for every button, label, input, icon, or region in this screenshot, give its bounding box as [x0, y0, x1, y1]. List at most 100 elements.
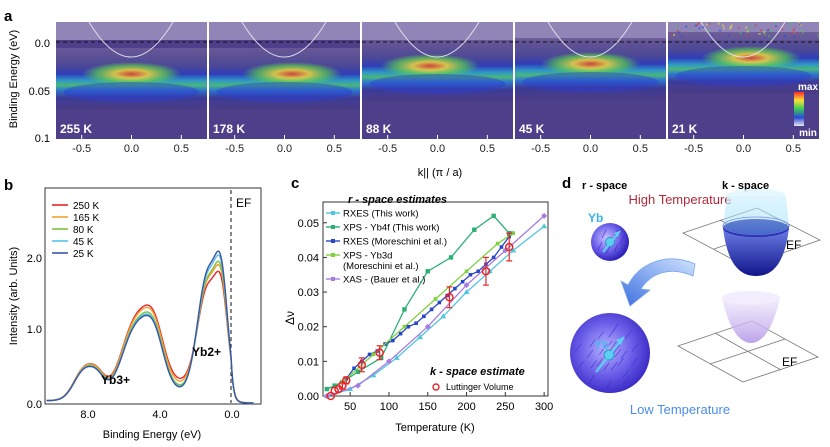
data-point: [434, 297, 438, 301]
data-point: [496, 242, 500, 246]
temperature-label: 88 K: [366, 122, 392, 136]
ef-label-low: EF: [782, 355, 797, 369]
temperature-label: 255 K: [60, 122, 92, 136]
data-point: [541, 223, 547, 228]
panel-a-ylabel: Binding Energy (eV): [8, 30, 20, 128]
xtick-label: -0.5: [684, 143, 703, 155]
ef-label-high: EF: [786, 238, 801, 252]
data-point: [469, 273, 473, 277]
data-point: [372, 353, 376, 357]
legend-label: RXES (This work): [343, 209, 418, 220]
panel-d-letter: d: [562, 175, 571, 192]
yb-sphere-high-temp: Yb: [588, 211, 629, 261]
ytick-label: 0.00: [298, 391, 319, 403]
data-point: [343, 377, 350, 384]
low-temp-label: Low Temperature: [630, 402, 730, 417]
yb-label-low: Yb: [594, 338, 609, 352]
ytick-label: 0.1: [35, 133, 50, 145]
xtick-label: 300: [535, 401, 553, 413]
data-point: [352, 366, 356, 370]
xtick-label: -0.5: [225, 143, 244, 155]
data-point: [358, 361, 365, 368]
data-point: [399, 332, 403, 336]
panel-a-letter: a: [4, 8, 13, 25]
panel-c-letter: c: [291, 175, 299, 192]
yb-label-high: Yb: [588, 211, 603, 225]
xtick-label: 0.0: [277, 143, 292, 155]
data-point: [446, 294, 453, 301]
legend-label: 165 K: [73, 213, 99, 224]
panel-c: c Δν 50 100 150 200 250 300 0.00 0.01 0.02 0.03 0.…: [283, 175, 553, 434]
legend-label: XPS - Yb3d: [343, 251, 392, 262]
legend-label: 250 K: [73, 201, 99, 212]
xtick-label: 4.0: [152, 409, 167, 421]
xtick-label: 0.0: [430, 143, 445, 155]
legend-label: RXES (Moreschini et al.): [343, 237, 447, 248]
data-point: [325, 387, 329, 391]
data-point: [472, 228, 476, 232]
data-point: [492, 256, 496, 260]
colorbar-min: min: [799, 128, 817, 139]
temperature-label: 178 K: [213, 122, 245, 136]
xtick-label: 0.5: [327, 143, 342, 155]
xtick-label: 50: [344, 401, 356, 413]
panel-a-yticks: 0.0 0.05 0.1: [29, 38, 50, 145]
yb-sphere-low-temp: Yb: [570, 313, 650, 393]
xtick-label: 0.5: [174, 143, 189, 155]
data-point: [422, 315, 426, 319]
data-point: [403, 325, 407, 329]
panel-b-xlabel: Binding Energy (eV): [103, 429, 201, 441]
colorbar-max: max: [798, 82, 818, 93]
arpes-map: 255 K: [56, 22, 207, 139]
k-space-low-temp: EF: [678, 291, 818, 382]
panel-a-xlabel: k|| (π / a): [418, 167, 462, 179]
legend-label: XAS - (Bauer et al.): [343, 275, 425, 286]
arpes-map: 45 K: [515, 22, 666, 139]
ef-label: EF: [236, 196, 251, 210]
data-point: [491, 214, 495, 218]
data-point: [402, 307, 406, 311]
arpes-map: 178 K: [209, 22, 360, 139]
luttinger-legend-marker: [433, 384, 439, 390]
panel-b-ylabel: Intensity (arb. Units): [8, 247, 20, 345]
panel-b: b Intensity (arb. Units) 0.0 1.0 2.0 8.0…: [4, 177, 261, 441]
data-point: [449, 255, 453, 259]
panel-c-ylabel: Δν: [283, 311, 297, 325]
data-point: [506, 244, 513, 251]
data-point: [368, 353, 372, 357]
data-point: [482, 268, 489, 275]
data-point: [407, 325, 411, 329]
data-point: [391, 339, 395, 343]
data-point: [414, 321, 418, 325]
ytick-label: 0.0: [27, 399, 42, 411]
data-point: [500, 245, 504, 249]
temperature-label: 45 K: [519, 122, 545, 136]
yb2-label: Yb2+: [192, 345, 221, 359]
ytick-label: 1.0: [27, 324, 42, 336]
r-space-title: r - space estimates: [348, 194, 447, 206]
legend-label: 25 K: [73, 249, 94, 260]
data-point: [461, 280, 465, 284]
panel-b-letter: b: [4, 177, 13, 194]
arpes-map: 88 K: [362, 22, 513, 139]
data-point: [453, 287, 457, 291]
legend-label: XPS - Yb4f (This work): [343, 223, 439, 234]
xtick-label: 0.5: [633, 143, 648, 155]
legend-label: (Moreschini et al.): [343, 261, 419, 272]
legend-label: 45 K: [73, 237, 94, 248]
xtick-label: -0.5: [72, 143, 91, 155]
high-temp-label: High Temperature: [628, 192, 731, 207]
panel-d: d r - space k - space High Temperature L…: [562, 175, 820, 417]
ytick-label: 0.05: [298, 218, 319, 230]
xtick-label: 0.0: [224, 409, 239, 421]
panel-b-xticks: 8.0 4.0 0.0: [80, 409, 239, 421]
colorbar: [794, 92, 804, 126]
luttinger-legend-label: Luttinger Volume: [446, 382, 514, 392]
data-point: [465, 269, 469, 273]
xtick-label: 8.0: [80, 409, 95, 421]
data-point: [430, 308, 434, 312]
xtick-label: 200: [457, 401, 475, 413]
xtick-label: 100: [380, 401, 398, 413]
ytick-label: 0.02: [298, 322, 319, 334]
